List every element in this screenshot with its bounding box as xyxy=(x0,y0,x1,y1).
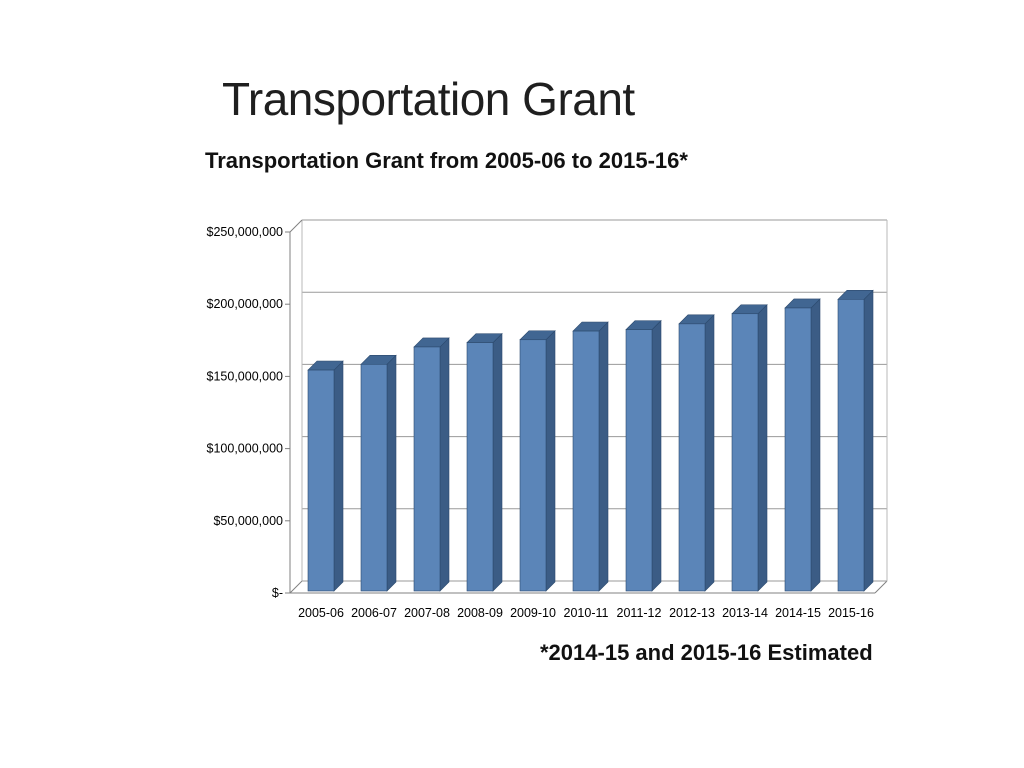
x-category-label: 2006-07 xyxy=(351,606,397,620)
bar-chart: 2005-06 2006-07 2007-08 2008-09 2009-10 2010-… xyxy=(185,210,905,640)
bar-side-face xyxy=(598,321,609,592)
x-category-label: 2015-16 xyxy=(828,606,874,620)
bar-2015-16 xyxy=(837,299,865,592)
bar-2010-11 xyxy=(572,330,600,592)
floor-left-diagonal xyxy=(289,580,303,594)
bar-2013-14 xyxy=(731,313,759,592)
bar-side-face xyxy=(492,332,503,592)
y-tick-label: $150,000,000 xyxy=(207,369,284,383)
chart-title: Transportation Grant from 2005-06 to 201… xyxy=(205,148,688,173)
x-category-label: 2011-12 xyxy=(617,606,662,620)
bar-side-face xyxy=(704,314,715,592)
bar-2014-15 xyxy=(784,307,812,592)
y-tick-label: $- xyxy=(272,586,283,600)
bar-2012-13 xyxy=(678,323,706,592)
x-category-label: 2005-06 xyxy=(298,606,344,620)
bar-2005-06 xyxy=(307,369,335,592)
y-tick-label: $250,000,000 xyxy=(207,225,284,239)
x-category-label: 2008-09 xyxy=(457,606,503,620)
x-category-label: 2014-15 xyxy=(775,606,821,620)
bar-side-face xyxy=(333,360,344,592)
bar-side-face xyxy=(757,304,768,592)
wall-top-diagonal xyxy=(289,219,303,233)
bar-side-face xyxy=(545,330,556,592)
bar-side-face xyxy=(386,354,397,592)
bar-2006-07 xyxy=(360,363,388,592)
x-category-label: 2010-11 xyxy=(564,606,609,620)
x-category-label: 2009-10 xyxy=(510,606,556,620)
bar-2011-12 xyxy=(625,329,653,592)
x-category-label: 2013-14 xyxy=(722,606,768,620)
bar-2008-09 xyxy=(466,342,494,592)
x-category-label: 2012-13 xyxy=(669,606,715,620)
chart-footnote: *2014-15 and 2015-16 Estimated xyxy=(540,640,873,665)
floor-right-diagonal xyxy=(874,580,888,594)
y-tick-label: $100,000,000 xyxy=(207,442,284,456)
bar-side-face xyxy=(439,337,450,592)
bar-side-face xyxy=(863,289,874,592)
y-tick-label: $50,000,000 xyxy=(213,514,283,528)
x-category-label: 2007-08 xyxy=(404,606,450,620)
chart-canvas: 2005-06 2006-07 2007-08 2008-09 2009-10 2010-… xyxy=(207,219,888,620)
slide-title: Transportation Grant xyxy=(222,73,635,125)
bar-side-face xyxy=(651,319,662,592)
bar-2009-10 xyxy=(519,339,547,592)
y-tick-label: $200,000,000 xyxy=(207,297,284,311)
bar-2007-08 xyxy=(413,346,441,592)
bar-side-face xyxy=(810,298,821,592)
